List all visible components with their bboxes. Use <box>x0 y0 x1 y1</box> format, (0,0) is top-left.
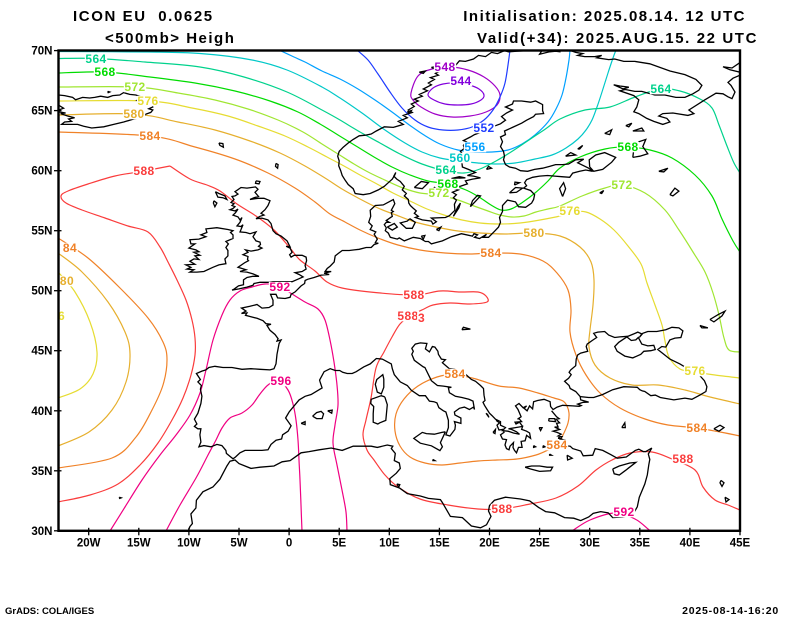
svg-text:2025-08-14-16:20: 2025-08-14-16:20 <box>682 605 779 617</box>
svg-text:80: 80 <box>60 274 74 288</box>
svg-text:40E: 40E <box>680 537 701 549</box>
svg-text:592: 592 <box>613 505 634 519</box>
svg-text:45N: 45N <box>31 346 52 358</box>
svg-text:45E: 45E <box>730 537 751 549</box>
svg-text:50N: 50N <box>31 286 52 298</box>
svg-text:15W: 15W <box>127 537 151 549</box>
svg-text:30N: 30N <box>31 526 52 538</box>
svg-text:15E: 15E <box>429 537 450 549</box>
svg-text:564: 564 <box>435 163 456 177</box>
svg-text:Initialisation: 2025.08.14. 12: Initialisation: 2025.08.14. 12 UTC <box>463 8 746 25</box>
svg-text:0: 0 <box>286 537 292 549</box>
svg-text:580: 580 <box>523 226 544 240</box>
svg-text:584: 584 <box>686 421 707 435</box>
svg-text:20W: 20W <box>77 537 101 549</box>
svg-text:568: 568 <box>94 65 115 79</box>
svg-text:55N: 55N <box>31 226 52 238</box>
svg-text:548: 548 <box>434 60 455 74</box>
svg-text:552: 552 <box>473 121 494 135</box>
svg-text:<500mb> Heigh: <500mb> Heigh <box>105 30 235 47</box>
svg-text:5W: 5W <box>230 537 247 549</box>
svg-text:572: 572 <box>428 186 449 200</box>
svg-text:584: 584 <box>139 129 160 143</box>
svg-text:592: 592 <box>269 280 290 294</box>
svg-text:Valid(+34): 2025.AUG.15. 22 UT: Valid(+34): 2025.AUG.15. 22 UTC <box>477 30 758 47</box>
svg-text:5E: 5E <box>332 537 346 549</box>
svg-text:10W: 10W <box>177 537 201 549</box>
svg-text:568: 568 <box>617 140 638 154</box>
svg-text:20E: 20E <box>479 537 500 549</box>
svg-text:584: 584 <box>546 438 567 452</box>
svg-text:588: 588 <box>672 452 693 466</box>
svg-text:GrADS: COLA/IGES: GrADS: COLA/IGES <box>5 606 94 617</box>
svg-text:3: 3 <box>418 311 425 325</box>
svg-text:588: 588 <box>491 502 512 516</box>
svg-text:84: 84 <box>63 241 77 255</box>
svg-text:70N: 70N <box>31 46 52 58</box>
svg-text:35N: 35N <box>31 466 52 478</box>
svg-text:568: 568 <box>437 177 458 191</box>
svg-text:584: 584 <box>480 246 501 260</box>
svg-text:65N: 65N <box>31 106 52 118</box>
svg-text:ICON EU 0.0625: ICON EU 0.0625 <box>73 8 214 25</box>
svg-text:576: 576 <box>137 94 158 108</box>
svg-text:40N: 40N <box>31 406 52 418</box>
svg-text:572: 572 <box>611 178 632 192</box>
svg-text:30E: 30E <box>579 537 600 549</box>
svg-text:10E: 10E <box>379 537 400 549</box>
svg-text:584: 584 <box>444 367 465 381</box>
svg-text:588: 588 <box>133 164 154 178</box>
svg-text:588: 588 <box>397 309 418 323</box>
svg-text:564: 564 <box>650 82 671 96</box>
svg-text:556: 556 <box>464 140 485 154</box>
svg-text:576: 576 <box>684 364 705 378</box>
svg-text:596: 596 <box>270 374 291 388</box>
svg-text:588: 588 <box>403 288 424 302</box>
svg-text:6: 6 <box>58 309 65 323</box>
svg-text:564: 564 <box>85 52 106 66</box>
svg-text:544: 544 <box>450 74 471 88</box>
svg-text:25E: 25E <box>529 537 550 549</box>
svg-text:580: 580 <box>123 107 144 121</box>
svg-text:60N: 60N <box>31 166 52 178</box>
svg-text:576: 576 <box>559 204 580 218</box>
svg-text:560: 560 <box>449 151 470 165</box>
svg-text:572: 572 <box>124 80 145 94</box>
svg-text:35E: 35E <box>630 537 651 549</box>
